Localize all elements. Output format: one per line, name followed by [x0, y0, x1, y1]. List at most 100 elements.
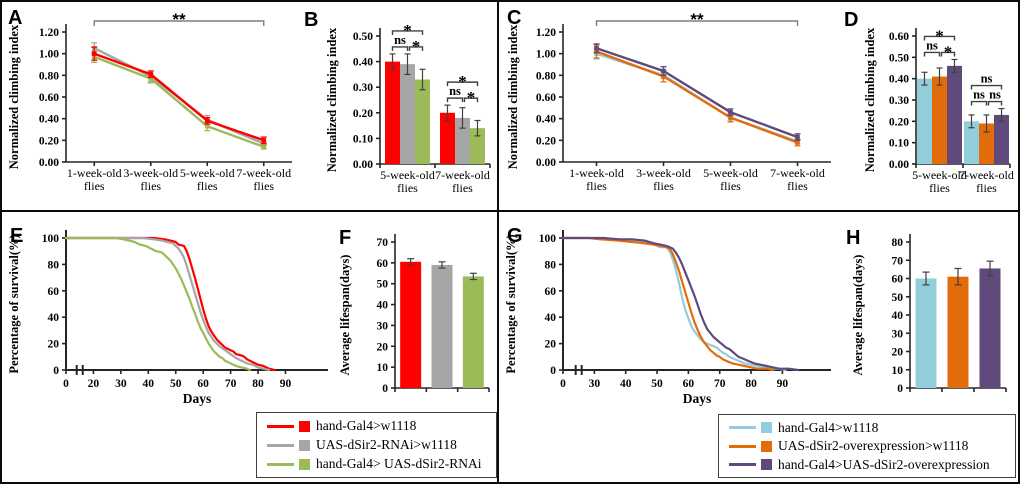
svg-text:1.00: 1.00 [39, 49, 59, 61]
svg-text:0: 0 [53, 365, 59, 377]
significance: ** [93, 10, 265, 29]
svg-text:H: H [846, 227, 860, 249]
svg-text:Days: Days [683, 391, 712, 406]
legend-row: hand-Gal4>UAS-dSir2-overexpression [729, 456, 1009, 474]
svg-text:40: 40 [620, 378, 632, 390]
svg-text:40: 40 [377, 300, 389, 312]
svg-text:flies: flies [929, 181, 950, 195]
legend-entry-label: hand-Gal4>UAS-dSir2-overexpression [778, 456, 990, 472]
legend-square-swatch [761, 440, 772, 452]
y-axis: 0 20 40 60 80 100 [539, 230, 564, 377]
svg-text:0.60: 0.60 [39, 92, 59, 104]
svg-text:30: 30 [892, 328, 904, 340]
svg-text:0: 0 [897, 383, 903, 395]
svg-text:*: * [412, 37, 421, 56]
x-axis-title: Days [183, 391, 212, 406]
svg-text:A: A [8, 7, 22, 29]
legend-line-swatch [729, 463, 756, 466]
svg-text:5-week-old: 5-week-old [380, 168, 435, 182]
panel-C-chart: C 0.00 0.20 0.40 0.60 0.80 1.00 1.20 Normalized … [506, 7, 831, 193]
x-axis-ticks: 0 20 30 40 50 60 70 80 90 [63, 365, 291, 390]
y-axis: 0.00 0.20 0.40 0.60 0.80 1.00 1.20 [39, 24, 67, 169]
curve-UAS-dSir2-RNAi>w1118 [64, 236, 271, 372]
legend-line-swatch [267, 424, 294, 428]
svg-text:*: * [403, 21, 412, 40]
svg-text:0.20: 0.20 [353, 108, 373, 120]
svg-text:E: E [10, 225, 23, 247]
svg-text:40: 40 [545, 312, 557, 324]
svg-text:0.80: 0.80 [39, 70, 59, 82]
legend-square-swatch [299, 458, 310, 470]
legend-rnai-box: hand-Gal4>w1118 UAS-dSir2-RNAi>w1118 han… [256, 412, 497, 478]
svg-text:1.20: 1.20 [39, 27, 59, 39]
svg-text:30: 30 [377, 320, 389, 332]
panel-F-chart: F 0 10 20 30 40 50 60 70 Average lifespan(days) [338, 227, 490, 395]
svg-text:70: 70 [377, 237, 389, 249]
panel-E-chart: E 0 20 40 60 80 100 Percentage of survival(%) 0 2… [7, 225, 328, 406]
svg-text:20: 20 [88, 378, 100, 390]
svg-text:40: 40 [892, 310, 904, 322]
error-bars [922, 260, 994, 286]
y-axis: 0.00 0.20 0.40 0.60 0.80 1.00 1.20 [536, 24, 564, 169]
legend-row: hand-Gal4> UAS-dSir2-RNAi [267, 455, 490, 473]
svg-text:60: 60 [377, 258, 389, 270]
svg-text:Normalized climbing index: Normalized climbing index [7, 24, 21, 169]
svg-text:80: 80 [545, 259, 557, 271]
legend-overexpression-box: hand-Gal4>w1118 UAS-dSir2-overexpression… [718, 414, 1016, 478]
svg-text:3-week-old: 3-week-old [123, 166, 178, 180]
svg-text:10: 10 [377, 362, 389, 374]
panel-A-chart: A 0.00 0.20 0.40 0.60 0.80 1.00 1.20 Normalized … [7, 7, 292, 193]
svg-text:20: 20 [545, 339, 557, 351]
svg-text:ns: ns [981, 72, 993, 86]
svg-text:50: 50 [170, 378, 182, 390]
svg-text:7-week-old: 7-week-old [770, 166, 825, 180]
curve-hand-Gal4> UAS-dSir2-RNAi [64, 236, 251, 372]
y-axis-title: Average lifespan(days) [851, 255, 865, 376]
svg-text:0.10: 0.10 [353, 133, 373, 145]
svg-text:70: 70 [225, 378, 237, 390]
svg-text:70: 70 [892, 255, 904, 267]
svg-text:D: D [844, 9, 858, 31]
x-axis-ticks: 0 30 40 50 60 70 80 90 [560, 365, 788, 390]
svg-text:ns: ns [926, 38, 938, 52]
svg-text:0.50: 0.50 [353, 31, 373, 43]
svg-text:flies: flies [397, 181, 418, 195]
y-axis-title: Normalized climbing index [506, 24, 520, 169]
svg-text:3-week-old: 3-week-old [636, 166, 691, 180]
svg-text:Percentage of survival(%): Percentage of survival(%) [504, 234, 518, 373]
svg-text:flies: flies [452, 181, 473, 195]
svg-text:*: * [935, 26, 944, 45]
curve-hand-Gal4>w1118 [64, 236, 276, 372]
svg-text:5-week-old: 5-week-old [912, 168, 967, 182]
legend-row: UAS-dSir2-RNAi>w1118 [267, 436, 490, 454]
quadrant-top-right: C 0.00 0.20 0.40 0.60 0.80 1.00 1.20 Normalized … [499, 2, 1018, 212]
y-axis: 0 20 40 60 80 100 [42, 230, 67, 377]
svg-text:0.20: 0.20 [536, 135, 556, 147]
svg-text:0.60: 0.60 [536, 92, 556, 104]
error-bars [921, 58, 1005, 133]
legend-square-swatch [761, 422, 772, 433]
svg-text:0.50: 0.50 [889, 52, 909, 64]
svg-text:**: ** [690, 10, 704, 29]
svg-text:60: 60 [48, 286, 60, 298]
svg-text:0.40: 0.40 [889, 74, 909, 86]
svg-text:80: 80 [745, 378, 757, 390]
y-axis: 0.00 0.10 0.20 0.30 0.40 0.50 [353, 28, 381, 171]
legend-line-swatch [267, 443, 294, 447]
error-bars [389, 53, 481, 137]
svg-text:0.40: 0.40 [353, 57, 373, 69]
svg-text:0.30: 0.30 [889, 95, 909, 107]
curve-UAS-dSir2-overexpression>w1118 [561, 236, 775, 372]
panel-G-chart: G 0 20 40 60 80 100 Percentage of survival(%) 0 3… [504, 225, 831, 406]
y-axis-title: Normalized climbing index [863, 27, 877, 172]
x-axis-labels: 1-week-oldflies3-week-oldflies5-week-old… [67, 162, 291, 193]
svg-text:Percentage of survival(%): Percentage of survival(%) [7, 234, 21, 373]
series-hand-Gal4>UAS-dSir2-overexpression [593, 43, 801, 141]
bars [915, 268, 1001, 388]
svg-text:80: 80 [252, 378, 264, 390]
svg-text:0.00: 0.00 [889, 159, 909, 171]
svg-text:G: G [507, 225, 523, 247]
svg-text:50: 50 [892, 292, 904, 304]
y-axis-title: Percentage of survival(%) [7, 234, 21, 373]
